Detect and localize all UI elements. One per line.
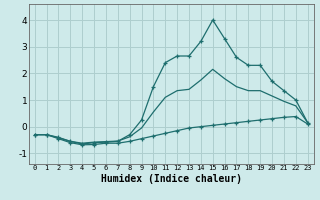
X-axis label: Humidex (Indice chaleur): Humidex (Indice chaleur)	[101, 174, 242, 184]
